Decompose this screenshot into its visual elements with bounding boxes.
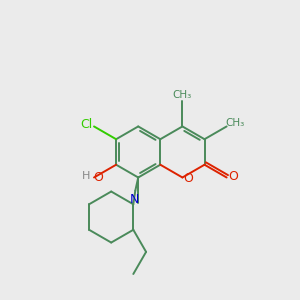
Text: H: H [82,170,90,181]
Text: O: O [93,171,103,184]
Text: O: O [229,170,238,183]
Text: N: N [130,193,139,206]
Text: O: O [183,172,193,185]
Text: CH₃: CH₃ [226,118,245,128]
Text: Cl: Cl [80,118,92,131]
Text: CH₃: CH₃ [173,90,192,100]
